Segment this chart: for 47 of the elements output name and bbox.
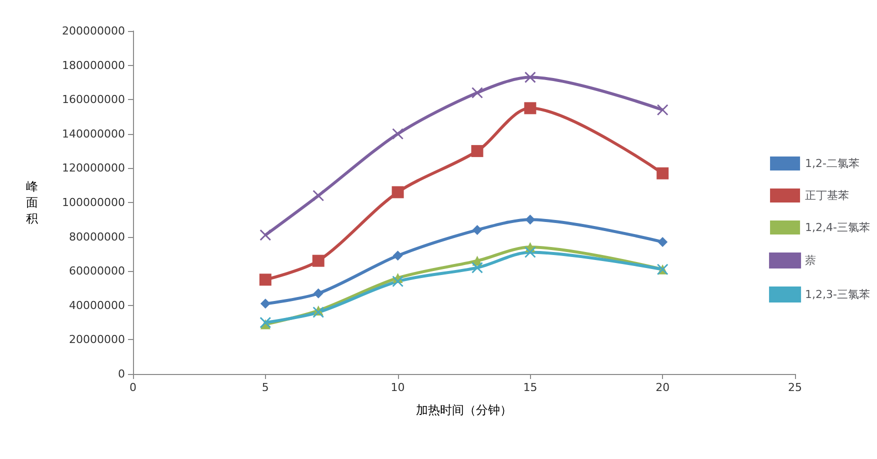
y-tick-label: 40000000	[69, 298, 125, 312]
x-tick-label: 15	[523, 381, 538, 394]
y-tick-label: 80000000	[69, 230, 125, 244]
point	[658, 236, 668, 247]
point	[656, 167, 669, 180]
point	[260, 298, 270, 309]
point	[524, 72, 536, 84]
legend-label: 正丁基苯	[805, 189, 850, 202]
y-tick-label: 140000000	[62, 127, 125, 140]
legend-label: 1,2,3-三氯苯	[805, 288, 870, 301]
point	[313, 288, 324, 298]
x-axis-title: 加热时间（分钟）	[416, 403, 512, 417]
x-tick-label: 20	[656, 381, 670, 394]
point	[260, 229, 272, 241]
y-tick-label: 60000000	[69, 264, 125, 278]
point	[312, 254, 324, 267]
point	[656, 104, 668, 116]
point	[312, 306, 324, 318]
x-tick-label: 25	[788, 381, 802, 394]
point	[471, 262, 483, 274]
y-tick-label: 160000000	[62, 93, 125, 106]
point	[472, 224, 482, 235]
y-tick-label: 200000000	[62, 24, 125, 38]
point	[524, 246, 536, 258]
y-tick-label: 20000000	[69, 333, 125, 346]
y-tick-label: 180000000	[62, 58, 125, 72]
y-tick-label: 0	[118, 368, 125, 380]
x-tick-label: 10	[390, 381, 405, 394]
point	[392, 186, 404, 198]
point	[392, 250, 403, 261]
legend-label: 1,2-二氯苯	[805, 157, 860, 170]
legend-label: 萘	[805, 254, 816, 267]
point	[525, 214, 536, 225]
point	[260, 316, 272, 328]
point	[471, 86, 483, 98]
point	[392, 276, 404, 288]
x-tick-label: 5	[262, 381, 269, 394]
x-tick-label: 0	[130, 381, 136, 394]
point	[259, 274, 272, 286]
y-tick-label: 120000000	[62, 162, 125, 175]
point	[392, 128, 404, 140]
point	[312, 190, 324, 202]
point	[471, 145, 484, 158]
legend-label: 1,2,4-三氯苯	[805, 221, 870, 234]
y-tick-label: 100000000	[62, 196, 125, 209]
y-axis-title: 峰面积	[26, 180, 38, 226]
point	[524, 102, 536, 114]
